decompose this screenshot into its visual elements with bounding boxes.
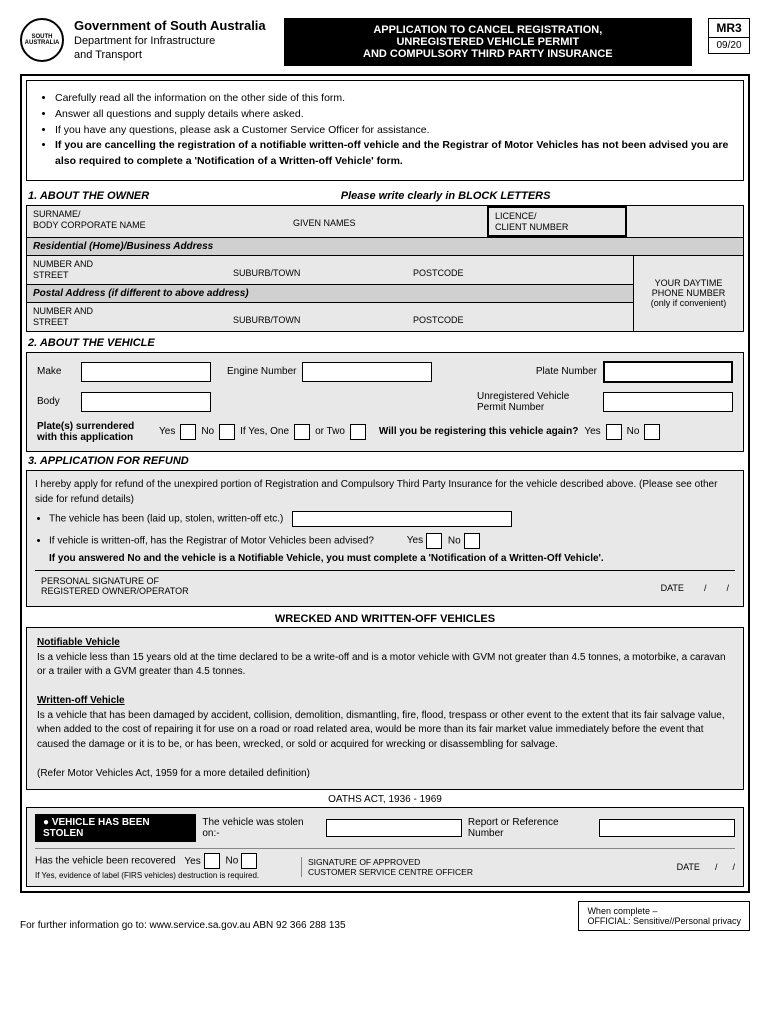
stolen-date-label: DATE / /	[677, 862, 735, 872]
instructions-box: Carefully read all the information on th…	[26, 80, 744, 181]
street-label-1: NUMBER ANDSTREET	[27, 256, 227, 284]
make-label: Make	[37, 366, 75, 377]
report-label: Report or Reference Number	[468, 817, 593, 839]
plate-input[interactable]	[603, 361, 733, 383]
body-label: Body	[37, 396, 75, 407]
officer-sig-label: SIGNATURE OF APPROVEDCUSTOMER SERVICE CE…	[301, 857, 473, 877]
refund-warning: If you answered No and the vehicle is a …	[49, 553, 604, 564]
page-footer: For further information go to: www.servi…	[20, 901, 750, 931]
dept-line1: Department for Infrastructure	[74, 35, 266, 47]
writtenoff-text: Is a vehicle that has been damaged by ac…	[37, 709, 733, 753]
owner-section: SURNAME/BODY CORPORATE NAME GIVEN NAMES …	[26, 205, 744, 332]
refund-bullet-2: If vehicle is written-off, has the Regis…	[49, 533, 735, 549]
section-2-title: 2. ABOUT THE VEHICLE	[26, 334, 744, 352]
postcode-label-1: POSTCODE	[407, 256, 470, 284]
sa-logo: SOUTH AUSTRALIA	[20, 18, 64, 62]
licence-box[interactable]: LICENCE/CLIENT NUMBER	[487, 206, 627, 238]
gov-name: Government of South Australia	[74, 18, 266, 33]
stolen-date-input[interactable]	[326, 819, 462, 837]
plates-row: Plate(s) surrenderedwith this applicatio…	[37, 421, 733, 443]
writtenoff-title: Written-off Vehicle	[37, 694, 733, 709]
stolen-section: ● VEHICLE HAS BEEN STOLEN The vehicle wa…	[26, 807, 744, 887]
definitions-box: Notifiable Vehicle Is a vehicle less tha…	[26, 627, 744, 790]
postal-address-header: Postal Address (if different to above ad…	[27, 284, 633, 303]
stolen-tab: ● VEHICLE HAS BEEN STOLEN	[35, 814, 196, 842]
street-label-2: NUMBER ANDSTREET	[27, 303, 227, 331]
signature-label: PERSONAL SIGNATURE OFREGISTERED OWNER/OP…	[35, 573, 195, 601]
title-line3: AND COMPULSORY THIRD PARTY INSURANCE	[304, 48, 672, 60]
form-code-box: MR3 09/20	[708, 18, 750, 54]
vehicle-section: Make Engine Number Plate Number Body Unr…	[26, 352, 744, 452]
wrecked-heading: WRECKED AND WRITTEN-OFF VEHICLES	[26, 607, 744, 627]
form-date: 09/20	[709, 38, 749, 53]
title-line2: UNREGISTERED VEHICLE PERMIT	[304, 36, 672, 48]
uvp-input[interactable]	[603, 392, 733, 412]
reg-again-yes-checkbox[interactable]	[606, 424, 622, 440]
recovered-no-checkbox[interactable]	[241, 853, 257, 869]
recovered-yes-checkbox[interactable]	[204, 853, 220, 869]
plates-yes-checkbox[interactable]	[180, 424, 196, 440]
plates-two-checkbox[interactable]	[350, 424, 366, 440]
instruction-4: If you are cancelling the registration o…	[55, 138, 729, 170]
advised-no-checkbox[interactable]	[464, 533, 480, 549]
dept-line2: and Transport	[74, 49, 266, 61]
body-input[interactable]	[81, 392, 211, 412]
engine-input[interactable]	[302, 362, 432, 382]
date-label: DATE / /	[655, 573, 735, 601]
make-input[interactable]	[81, 362, 211, 382]
reg-again-no-checkbox[interactable]	[644, 424, 660, 440]
form-frame: Carefully read all the information on th…	[20, 74, 750, 893]
phone-box[interactable]: YOUR DAYTIME PHONE NUMBER (only if conve…	[633, 256, 743, 330]
instruction-1: Carefully read all the information on th…	[55, 91, 729, 107]
vehicle-status-input[interactable]	[292, 511, 512, 527]
recovered-label: Has the vehicle been recovered	[35, 856, 176, 867]
advised-yes-checkbox[interactable]	[426, 533, 442, 549]
privacy-box: When complete – OFFICIAL: Sensitive//Per…	[578, 901, 750, 931]
plate-label: Plate Number	[536, 366, 597, 377]
section-3-title: 3. APPLICATION FOR REFUND	[26, 452, 744, 470]
section-1-title: 1. ABOUT THE OWNER Please write clearly …	[26, 187, 744, 205]
page-header: SOUTH AUSTRALIA Government of South Aust…	[20, 18, 750, 66]
engine-label: Engine Number	[227, 366, 296, 377]
evidence-note: If Yes, evidence of label (FIRS vehicles…	[35, 871, 295, 880]
residential-address-header: Residential (Home)/Business Address	[27, 237, 743, 256]
plates-one-checkbox[interactable]	[294, 424, 310, 440]
postcode-label-2: POSTCODE	[407, 303, 470, 331]
title-line1: APPLICATION TO CANCEL REGISTRATION,	[304, 24, 672, 36]
form-code: MR3	[709, 19, 749, 38]
notifiable-text: Is a vehicle less than 15 years old at t…	[37, 651, 733, 680]
instruction-2: Answer all questions and supply details …	[55, 107, 729, 123]
surname-label: SURNAME/BODY CORPORATE NAME	[27, 206, 287, 238]
plates-no-checkbox[interactable]	[219, 424, 235, 440]
given-names-label: GIVEN NAMES	[287, 206, 487, 238]
form-title-box: APPLICATION TO CANCEL REGISTRATION, UNRE…	[284, 18, 692, 66]
footer-info: For further information go to: www.servi…	[20, 920, 346, 931]
suburb-label-2: SUBURB/TOWN	[227, 303, 407, 331]
stolen-on-label: The vehicle was stolen on:-	[202, 817, 320, 839]
report-number-input[interactable]	[599, 819, 735, 837]
refund-bullet-1: The vehicle has been (laid up, stolen, w…	[49, 511, 735, 527]
act-reference: (Refer Motor Vehicles Act, 1959 for a mo…	[37, 767, 733, 782]
refund-section: I hereby apply for refund of the unexpir…	[26, 470, 744, 608]
notifiable-title: Notifiable Vehicle	[37, 636, 733, 651]
instruction-3: If you have any questions, please ask a …	[55, 123, 729, 139]
uvp-label: Unregistered VehiclePermit Number	[477, 391, 597, 413]
government-title: Government of South Australia Department…	[74, 18, 266, 61]
refund-intro: I hereby apply for refund of the unexpir…	[35, 477, 735, 507]
suburb-label-1: SUBURB/TOWN	[227, 256, 407, 284]
oaths-heading: OATHS ACT, 1936 - 1969	[26, 790, 744, 807]
